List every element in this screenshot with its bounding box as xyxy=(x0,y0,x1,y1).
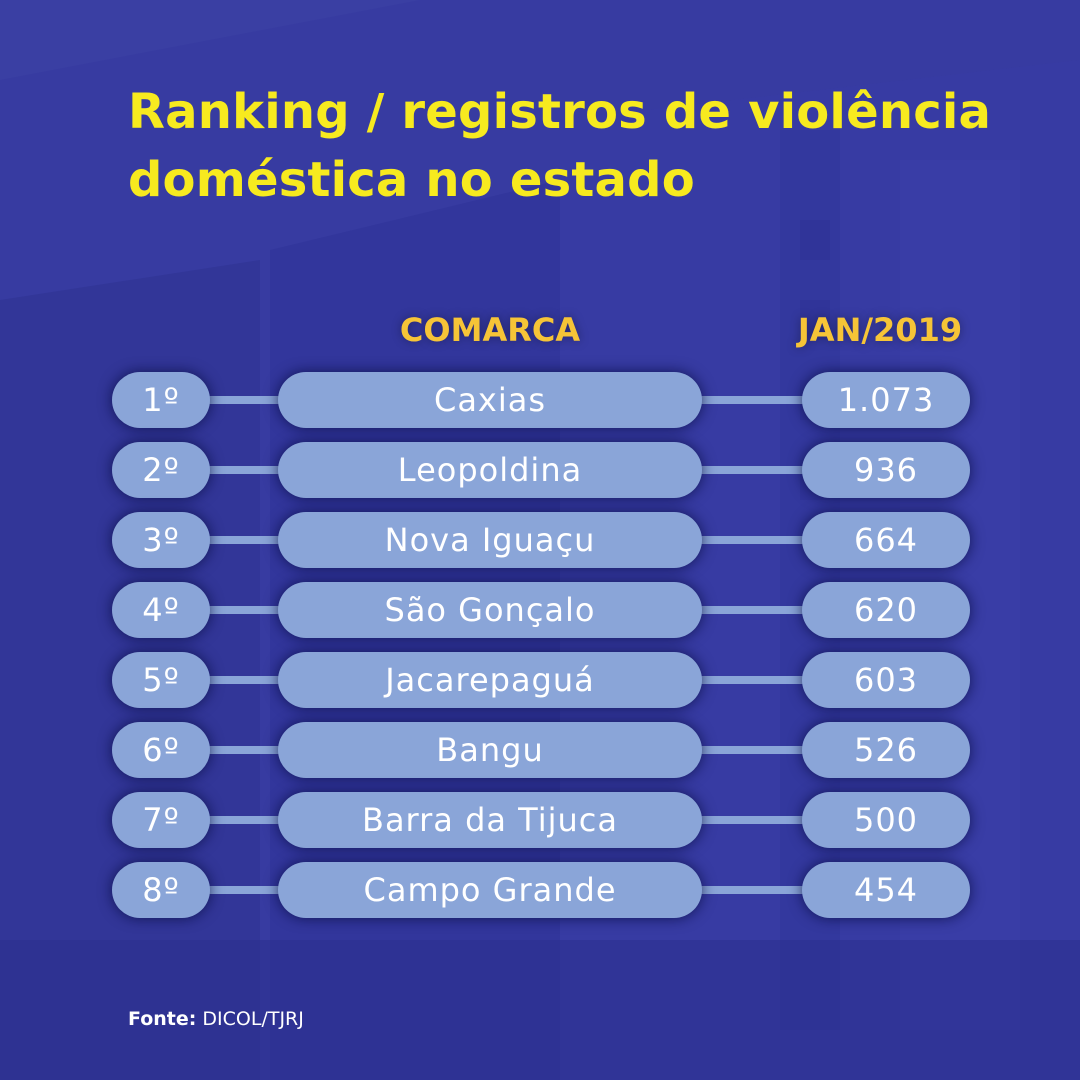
rank-pill: 8º xyxy=(112,862,210,918)
row-connector xyxy=(696,886,808,894)
row-connector xyxy=(696,746,808,754)
comarca-pill: São Gonçalo xyxy=(278,582,702,638)
value-pill: 620 xyxy=(802,582,970,638)
chart-title: Ranking / registros de violência domésti… xyxy=(128,78,1008,214)
table-row: 7º Barra da Tijuca 500 xyxy=(0,792,1080,848)
comarca-pill: Nova Iguaçu xyxy=(278,512,702,568)
value-pill: 1.073 xyxy=(802,372,970,428)
source-label: Fonte: xyxy=(128,1008,197,1030)
comarca-pill: Leopoldina xyxy=(278,442,702,498)
table-row: 5º Jacarepaguá 603 xyxy=(0,652,1080,708)
title-line-1: Ranking / registros de violência xyxy=(128,84,992,140)
rank-pill: 7º xyxy=(112,792,210,848)
row-connector xyxy=(696,466,808,474)
comarca-pill: Campo Grande xyxy=(278,862,702,918)
row-connector xyxy=(205,396,285,404)
table-row: 6º Bangu 526 xyxy=(0,722,1080,778)
row-connector xyxy=(205,606,285,614)
rank-pill: 4º xyxy=(112,582,210,638)
row-connector xyxy=(696,676,808,684)
value-pill: 936 xyxy=(802,442,970,498)
table-row: 8º Campo Grande 454 xyxy=(0,862,1080,918)
rank-pill: 2º xyxy=(112,442,210,498)
source-text: DICOL/TJRJ xyxy=(202,1008,304,1030)
table-row: 3º Nova Iguaçu 664 xyxy=(0,512,1080,568)
row-connector xyxy=(205,886,285,894)
title-line-2: doméstica no estado xyxy=(128,152,695,208)
comarca-pill: Bangu xyxy=(278,722,702,778)
comarca-pill: Caxias xyxy=(278,372,702,428)
comarca-pill: Jacarepaguá xyxy=(278,652,702,708)
value-pill: 500 xyxy=(802,792,970,848)
value-pill: 526 xyxy=(802,722,970,778)
row-connector xyxy=(696,536,808,544)
rank-pill: 6º xyxy=(112,722,210,778)
row-connector xyxy=(205,676,285,684)
row-connector xyxy=(696,816,808,824)
row-connector xyxy=(696,606,808,614)
row-connector xyxy=(205,816,285,824)
table-row: 4º São Gonçalo 620 xyxy=(0,582,1080,638)
rank-pill: 1º xyxy=(112,372,210,428)
value-pill: 664 xyxy=(802,512,970,568)
source-footer: Fonte: DICOL/TJRJ xyxy=(128,1008,304,1030)
table-row: 1º Caxias 1.073 xyxy=(0,372,1080,428)
table-row: 2º Leopoldina 936 xyxy=(0,442,1080,498)
comarca-pill: Barra da Tijuca xyxy=(278,792,702,848)
value-pill: 454 xyxy=(802,862,970,918)
row-connector xyxy=(205,536,285,544)
row-connector xyxy=(696,396,808,404)
rank-pill: 5º xyxy=(112,652,210,708)
column-header-comarca: COMARCA xyxy=(399,311,581,349)
rank-pill: 3º xyxy=(112,512,210,568)
row-connector xyxy=(205,466,285,474)
row-connector xyxy=(205,746,285,754)
column-header-jan-2019: JAN/2019 xyxy=(797,311,963,349)
value-pill: 603 xyxy=(802,652,970,708)
